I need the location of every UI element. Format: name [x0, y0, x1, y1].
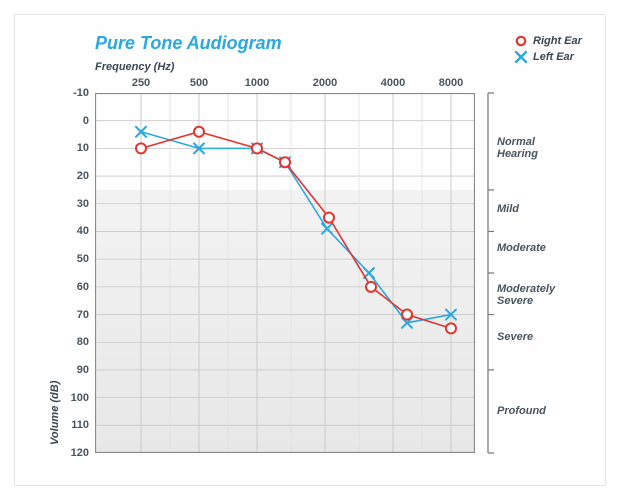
category-label: Profound — [497, 405, 546, 417]
x-marker-icon — [513, 50, 529, 64]
y-tick: 20 — [65, 170, 89, 182]
y-tick: 70 — [65, 309, 89, 321]
chart-title: Pure Tone Audiogram — [95, 33, 282, 54]
y-tick: 120 — [65, 447, 89, 459]
y-tick: 40 — [65, 225, 89, 237]
legend: Right EarLeft Ear — [513, 33, 582, 65]
legend-item-left: Left Ear — [513, 49, 582, 65]
plot-svg — [95, 93, 475, 453]
figure-panel: Pure Tone Audiogram Frequency (Hz) Volum… — [14, 14, 606, 486]
y-tick: 80 — [65, 336, 89, 348]
legend-label: Left Ear — [533, 49, 574, 65]
y-tick: 90 — [65, 364, 89, 376]
legend-item-right: Right Ear — [513, 33, 582, 49]
x-tick: 250 — [132, 77, 150, 89]
category-bracket — [487, 93, 497, 453]
y-tick: 0 — [65, 115, 89, 127]
y-tick: 50 — [65, 253, 89, 265]
y-tick: 110 — [65, 419, 89, 431]
y-tick: 60 — [65, 281, 89, 293]
y-tick: -10 — [65, 87, 89, 99]
legend-label: Right Ear — [533, 33, 582, 49]
x-tick: 8000 — [439, 77, 463, 89]
category-label: Severe — [497, 331, 533, 343]
audiogram-plot — [95, 93, 475, 453]
y-tick: 100 — [65, 392, 89, 404]
x-axis-label: Frequency (Hz) — [95, 61, 174, 73]
y-axis-label: Volume (dB) — [49, 381, 61, 445]
x-tick: 1000 — [245, 77, 269, 89]
category-label: Moderate — [497, 242, 546, 254]
category-label: Moderately Severe — [497, 283, 555, 307]
x-tick: 500 — [190, 77, 208, 89]
o-marker-icon — [513, 34, 529, 48]
figure-outer: Pure Tone Audiogram Frequency (Hz) Volum… — [0, 0, 620, 500]
category-label: Normal Hearing — [497, 136, 538, 160]
y-tick: 10 — [65, 142, 89, 154]
category-label: Mild — [497, 203, 519, 215]
x-tick: 4000 — [381, 77, 405, 89]
y-tick: 30 — [65, 198, 89, 210]
x-tick: 2000 — [313, 77, 337, 89]
